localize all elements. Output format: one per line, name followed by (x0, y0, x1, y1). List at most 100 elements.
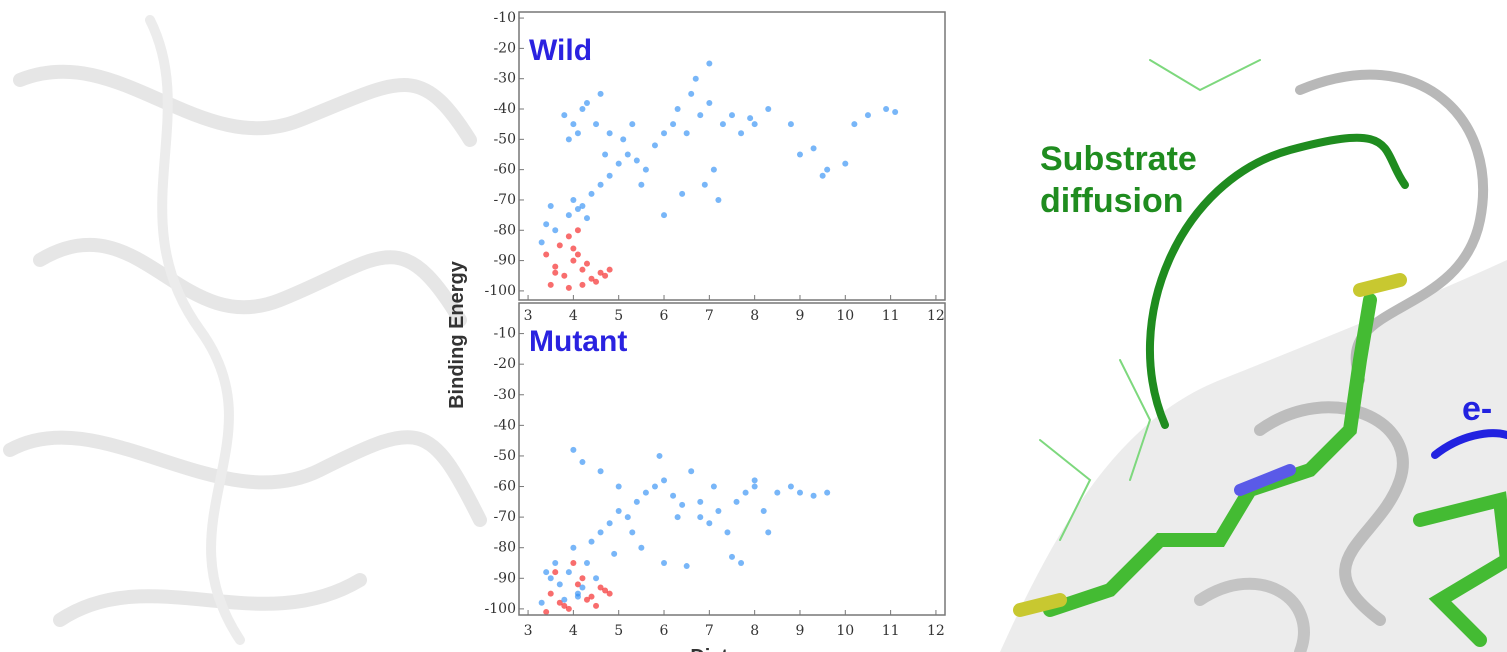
y-tick-label: -20 (493, 356, 516, 372)
point (842, 160, 849, 167)
point (674, 514, 681, 521)
point (624, 514, 631, 521)
point (556, 581, 563, 588)
point (606, 520, 613, 527)
point (661, 130, 668, 137)
y-tick-label: -70 (493, 509, 516, 525)
x-tick-label: 3 (524, 308, 533, 324)
point (611, 550, 618, 557)
y-tick-label: -90 (493, 253, 516, 269)
y-tick-label: -40 (493, 101, 516, 117)
point (574, 593, 581, 600)
point (552, 269, 559, 276)
point (570, 245, 577, 252)
point (642, 489, 649, 496)
y-tick-label: -30 (493, 71, 516, 87)
point (633, 498, 640, 505)
point (819, 172, 826, 179)
y-tick-label: -90 (493, 570, 516, 586)
point (715, 508, 722, 514)
point (565, 233, 572, 240)
point (606, 266, 613, 273)
y-tick-label: -50 (493, 131, 516, 147)
y-tick-label: -30 (493, 387, 516, 403)
y-tick-label: -40 (493, 417, 516, 433)
x-tick-label: 4 (569, 308, 578, 324)
x-tick-label: 10 (836, 623, 854, 639)
point (629, 121, 636, 128)
point (565, 569, 572, 576)
background-protein-right (1000, 59, 1507, 652)
point (638, 544, 645, 551)
x-tick-label: 10 (836, 308, 854, 324)
background-protein-left (3, 15, 487, 645)
x-tick-label: 7 (705, 308, 714, 324)
point (697, 498, 704, 505)
point (774, 489, 781, 496)
point (760, 508, 767, 514)
y-tick-label: -70 (493, 192, 516, 208)
point (552, 569, 559, 576)
point (729, 112, 735, 119)
point (547, 575, 554, 582)
point (593, 121, 600, 128)
point (787, 121, 794, 128)
point (597, 181, 604, 188)
point (661, 477, 668, 484)
x-tick-label: 4 (569, 623, 578, 639)
point (574, 251, 581, 258)
point (583, 215, 590, 222)
x-tick-label: 8 (750, 308, 759, 324)
point (651, 483, 658, 490)
point (683, 130, 690, 137)
point (864, 112, 871, 119)
point (556, 599, 563, 606)
point (679, 190, 686, 197)
point (579, 266, 586, 273)
point (588, 190, 595, 197)
point (552, 263, 559, 270)
point (651, 142, 658, 149)
point (706, 60, 713, 67)
point (574, 581, 581, 588)
point (615, 160, 622, 167)
point (579, 203, 586, 210)
point (751, 477, 758, 484)
point (583, 596, 590, 603)
point (738, 130, 745, 137)
point (706, 520, 713, 527)
point (824, 166, 831, 173)
y-tick-label: -10 (493, 10, 516, 26)
point (701, 181, 708, 188)
point (547, 281, 554, 288)
point (543, 608, 550, 615)
plot-frame (518, 11, 946, 301)
x-tick-label: 11 (882, 308, 900, 324)
point (851, 121, 858, 128)
point (583, 99, 590, 106)
annotation: Substrate (1040, 140, 1197, 178)
y-tick-label: -60 (493, 479, 516, 495)
point (552, 560, 559, 566)
point (719, 121, 726, 128)
x-tick-label: 3 (524, 623, 533, 639)
x-tick-label: 8 (750, 623, 759, 639)
point (674, 106, 681, 113)
x-tick-label: 12 (927, 308, 945, 324)
x-tick-label: 7 (705, 623, 714, 639)
point (642, 166, 649, 173)
point (742, 489, 749, 496)
point (583, 560, 590, 566)
point (570, 560, 577, 566)
point (733, 498, 740, 505)
point (751, 483, 758, 490)
point (565, 136, 572, 143)
point (579, 459, 586, 466)
point (543, 221, 550, 228)
y-tick-label: -100 (485, 283, 516, 299)
point (583, 260, 590, 267)
point (593, 575, 600, 582)
x-tick-label: 9 (796, 308, 805, 324)
point (606, 130, 613, 137)
point (670, 121, 677, 128)
